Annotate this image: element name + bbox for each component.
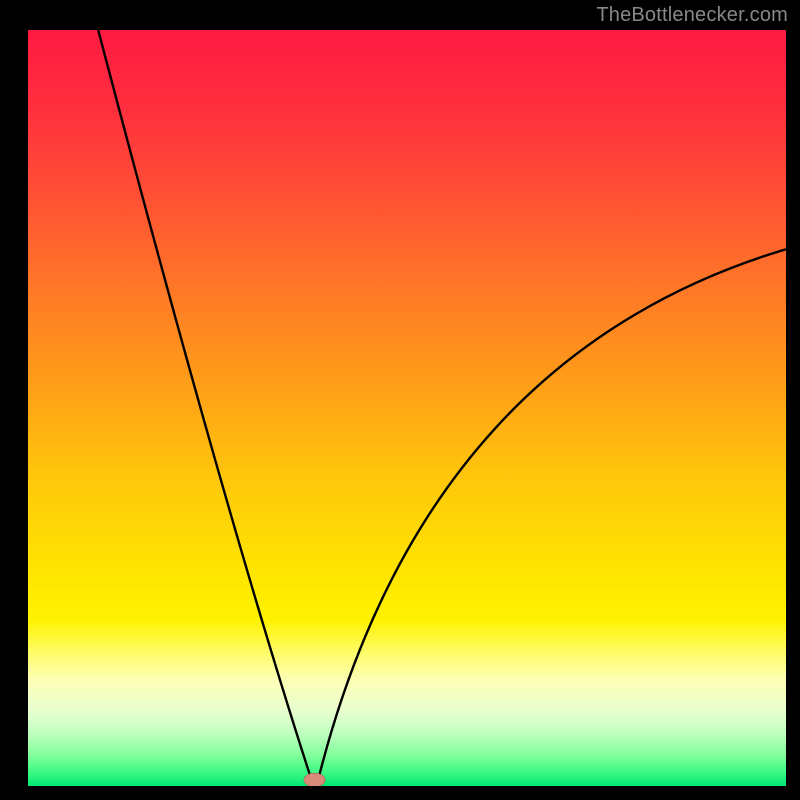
chart-background bbox=[28, 30, 786, 786]
vertex-marker bbox=[304, 773, 325, 787]
bottleneck-chart bbox=[0, 0, 800, 800]
chart-container: TheBottlenecker.com bbox=[0, 0, 800, 800]
watermark-text: TheBottlenecker.com bbox=[596, 4, 788, 27]
